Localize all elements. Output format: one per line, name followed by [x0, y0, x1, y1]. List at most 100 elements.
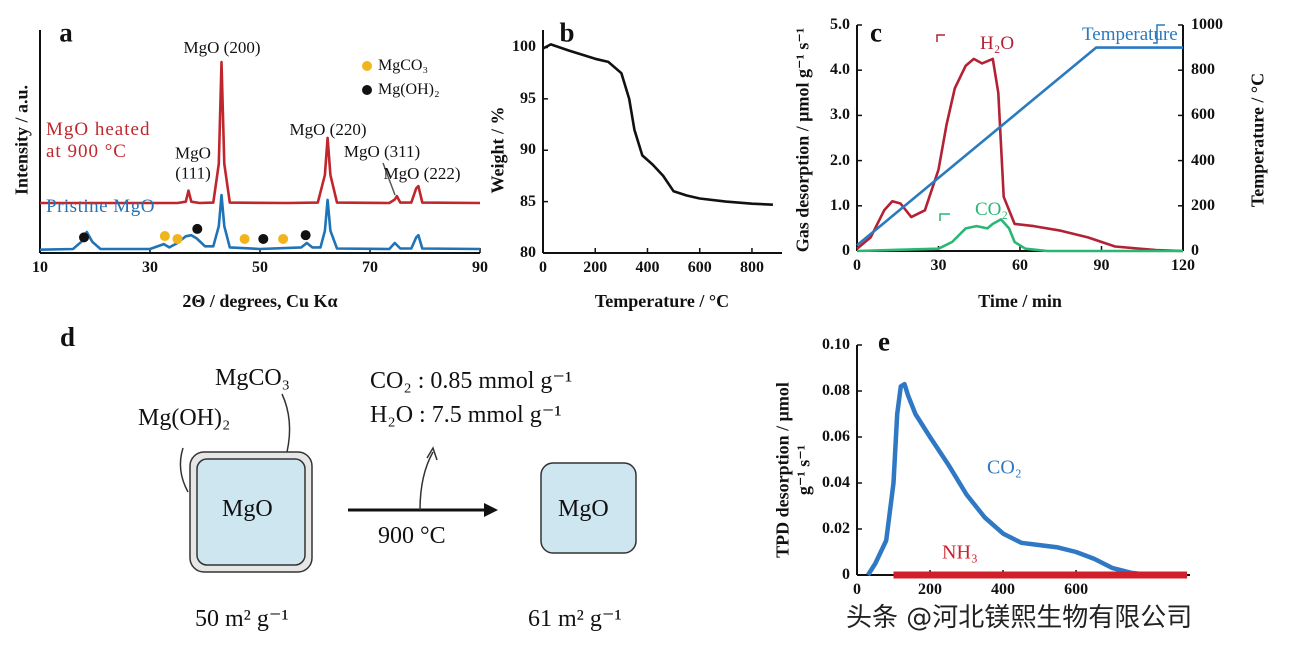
series-label: CO₂: [987, 456, 1022, 479]
series-label: MgO heated at 900 °C: [46, 119, 151, 162]
y-tick-label: 0.10: [822, 335, 850, 353]
condition: 900 °C: [378, 523, 446, 549]
x-tick-label: 800: [739, 259, 764, 276]
x-tick-label: 200: [583, 259, 608, 276]
release-arrow: [419, 451, 434, 511]
y-tick-label: 95: [520, 89, 536, 107]
released-gas: H₂O : 7.5 mmol g⁻¹: [370, 402, 562, 428]
series-line: [856, 218, 1183, 253]
peak-label: MgO (200): [183, 38, 261, 58]
point: [278, 233, 289, 244]
y-tick-label: 0.04: [822, 473, 850, 491]
peak-label: MgO (220): [289, 120, 367, 140]
x-axis-label: Time / min: [978, 291, 1062, 311]
series-line: [39, 193, 481, 251]
surface-area: 50 m² g⁻¹: [195, 606, 289, 632]
y2-tick-label: 800: [1191, 60, 1215, 78]
y-tick-label: 0: [842, 565, 850, 583]
point: [239, 233, 250, 244]
connector: [179, 447, 189, 493]
point: [258, 233, 269, 244]
y-tick-label: 2.0: [830, 151, 850, 169]
mgo-core: [196, 458, 306, 566]
temperature-arrow: [1153, 24, 1165, 44]
peak-label: MgO (311): [343, 142, 421, 162]
legend-dot: [362, 61, 372, 71]
x-tick-label: 0: [539, 259, 547, 276]
y-tick-label: 5.0: [830, 15, 850, 33]
panel-letter: c: [870, 17, 882, 48]
mgo-heated: [540, 462, 637, 554]
arrow-head: [484, 503, 498, 517]
panel-letter: e: [878, 326, 890, 357]
y-tick-label: 0: [842, 241, 850, 259]
x-tick-label: 400: [991, 581, 1016, 598]
series-label: MgCO₃: [378, 56, 429, 74]
released-gas: CO₂ : 0.85 mmol g⁻¹: [370, 368, 573, 394]
series-line: [542, 43, 773, 206]
leader-line: [382, 162, 396, 196]
y2-tick-label: 1000: [1191, 15, 1223, 33]
particle-label: MgO: [558, 496, 609, 522]
point: [79, 232, 89, 243]
surface-area: 61 m² g⁻¹: [528, 606, 622, 632]
x-tick-label: 10: [32, 259, 48, 276]
x-tick-label: 600: [1064, 581, 1089, 598]
x-tick-label: 120: [1171, 257, 1195, 274]
adsorbate-label: MgCO₃: [215, 365, 291, 391]
series-label: CO₂: [975, 199, 1009, 221]
y-tick-label: 0.02: [822, 519, 850, 537]
y-axis-label: TPD desorption / μmol g⁻¹ s⁻¹: [772, 382, 813, 558]
y2-axis-label: Temperature / °C: [1247, 72, 1268, 208]
annotation-arrows: [382, 24, 1165, 221]
x-tick-label: 50: [252, 259, 268, 276]
x-tick-label: 400: [635, 259, 660, 276]
x-tick-label: 30: [930, 257, 947, 274]
y-tick-label: 90: [520, 141, 536, 159]
particle-label: MgO: [222, 496, 273, 522]
series-label: Mg(OH)₂: [378, 80, 440, 98]
y2-tick-label: 0: [1191, 241, 1199, 259]
diagram-shapes: [179, 393, 637, 573]
legend-dot: [362, 85, 372, 95]
x-tick-label: 600: [687, 259, 712, 276]
adsorbate-label: Mg(OH)₂: [138, 405, 231, 431]
y-tick-label: 4.0: [830, 60, 850, 78]
x-axis-label: Temperature / °C: [594, 291, 730, 311]
arrow-head: [426, 446, 438, 461]
y-axis-label: Gas desorption / μmol g⁻¹ s⁻¹: [792, 27, 813, 253]
series-label: H₂O: [980, 33, 1015, 55]
series-label: Temperature: [1082, 24, 1178, 46]
series-label: NH₃: [942, 541, 978, 564]
y-tick-label: 3.0: [830, 106, 850, 124]
y-tick-label: 1.0: [830, 196, 850, 214]
y-tick-label: 80: [520, 243, 536, 261]
peak-label: MgO (222): [383, 164, 461, 184]
series-line: [856, 46, 1183, 247]
series-label: Pristine MgO: [46, 196, 155, 218]
h2o-arrow: [936, 34, 945, 42]
x-tick-label: 30: [142, 259, 158, 276]
x-tick-label: 60: [1012, 257, 1028, 274]
watermark: 头条 @河北镁熙生物有限公司: [846, 603, 1193, 633]
y-tick-label: 0.08: [822, 381, 850, 399]
panel-letter: d: [60, 322, 76, 352]
y-tick-label: 85: [520, 192, 536, 210]
x-tick-label: 0: [853, 257, 861, 274]
x-axis-label: 2Θ / degrees, Cu Kα: [182, 291, 338, 311]
point: [300, 230, 311, 241]
series-line: [40, 60, 481, 205]
y-tick-label: 100: [512, 38, 536, 56]
y2-tick-label: 400: [1191, 151, 1215, 169]
y2-tick-label: 600: [1191, 106, 1215, 124]
y-axis-label: Intensity / a.u.: [11, 84, 32, 196]
point: [192, 223, 203, 234]
peak-label: MgO (111): [175, 143, 211, 182]
co2-arrow: [939, 213, 950, 221]
y2-tick-label: 200: [1191, 196, 1215, 214]
y-axis-label: Weight / %: [487, 106, 508, 194]
x-tick-label: 70: [362, 259, 378, 276]
series-line: [866, 381, 1150, 578]
